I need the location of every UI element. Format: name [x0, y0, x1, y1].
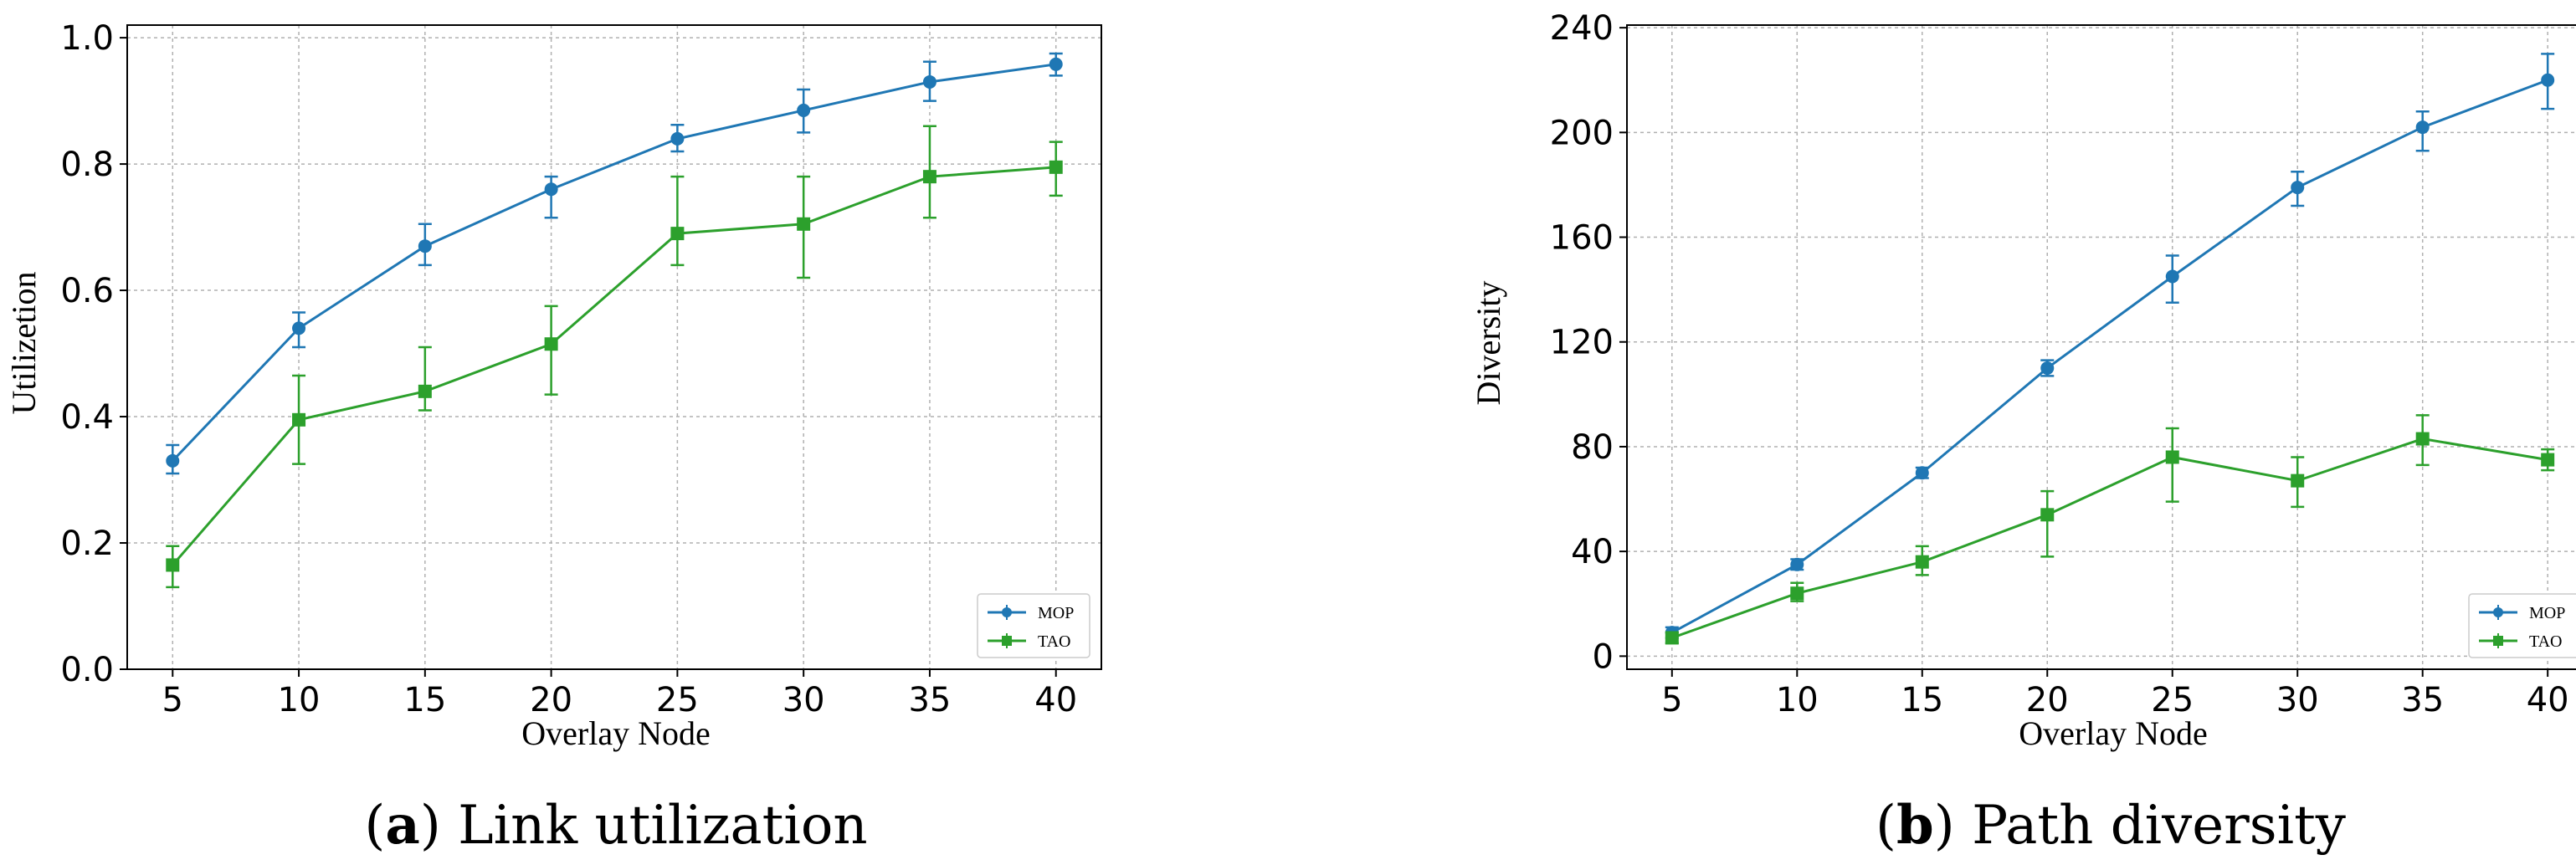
legend-marker [1002, 636, 1012, 646]
x-tick-label: 35 [2401, 681, 2444, 719]
x-tick-label: 10 [1776, 681, 1819, 719]
data-point [797, 103, 811, 117]
y-axis-label: Diversity [1470, 281, 1507, 406]
caption-title: Path diversity [1972, 795, 2346, 857]
legend: MOP TAO [977, 593, 1090, 658]
x-tick-label: 20 [2026, 681, 2069, 719]
x-tick-label: 15 [1901, 681, 1943, 719]
plot-frame [1626, 24, 2576, 670]
plot-area: 5 10 15 20 25 30 35 40 0.0 0.2 0.4 0.6 0.8 1.0 MOP TAO [60, 19, 1102, 719]
y-tick-label: 80 [1571, 428, 1614, 467]
y-tick-label: 0 [1593, 637, 1614, 676]
legend-marker [2493, 607, 2503, 617]
data-point [2291, 473, 2305, 488]
series-mop [166, 52, 1063, 475]
plot-frame [126, 24, 1102, 670]
x-tick-label: 20 [530, 681, 572, 719]
y-tick-label: 40 [1571, 533, 1614, 571]
data-point [922, 74, 936, 89]
series-line [1671, 79, 2548, 634]
y-axis-label: Utilizetion [5, 271, 43, 414]
panel-link-utilization: Overlay Node Utilizetion (a) Link utiliz… [5, 19, 1102, 857]
series-tao [1665, 414, 2555, 645]
x-tick-label: 30 [783, 681, 825, 719]
data-point [544, 182, 558, 197]
data-point [1790, 557, 1804, 571]
data-point [166, 453, 180, 468]
legend-label: MOP [2529, 604, 2565, 622]
panel-path-diversity: Overlay Node Diversity (b) Path diversit… [1470, 9, 2576, 857]
data-point [922, 170, 936, 184]
y-tick-label: 160 [1550, 219, 1614, 258]
x-tick-label: 30 [2276, 681, 2319, 719]
data-point [1915, 466, 1929, 480]
y-tick-label: 0.8 [60, 146, 114, 184]
x-axis-label: Overlay Node [521, 714, 710, 752]
data-point [2165, 269, 2179, 284]
data-point [670, 131, 685, 146]
series-line [172, 166, 1056, 566]
data-point [292, 412, 306, 427]
data-point [418, 239, 432, 253]
x-tick-label: 25 [2151, 681, 2194, 719]
caption-letter: a [385, 794, 419, 857]
data-point [1049, 57, 1063, 71]
legend: MOP TAO [2468, 593, 2576, 658]
y-tick-label: 0.2 [60, 525, 114, 563]
data-point [670, 227, 685, 241]
x-tick-label: 5 [162, 681, 183, 719]
data-point [2415, 432, 2430, 446]
x-tick-label: 40 [2527, 681, 2569, 719]
data-point [2541, 73, 2555, 87]
data-point [2415, 120, 2430, 135]
x-tick-label: 10 [278, 681, 321, 719]
data-point [292, 321, 306, 335]
series-line [1671, 438, 2548, 639]
caption-title: Link utilization [458, 795, 867, 857]
data-point [166, 558, 180, 572]
y-tick-label: 240 [1550, 9, 1614, 48]
data-point [418, 384, 432, 398]
legend-label: TAO [1038, 632, 1071, 651]
x-tick-label: 40 [1034, 681, 1077, 719]
y-tick-label: 0.6 [60, 272, 114, 310]
y-tick-label: 200 [1550, 114, 1614, 152]
legend-label: TAO [2529, 632, 2563, 651]
caption: (b) Path diversity [1876, 794, 2346, 857]
x-tick-label: 25 [656, 681, 699, 719]
data-point [1665, 631, 1679, 645]
x-tick-label: 5 [1661, 681, 1682, 719]
x-axis-label: Overlay Node [2019, 714, 2207, 752]
plot-area: 5 10 15 20 25 30 35 40 0 40 80 120 160 200 240 MOP TAO [1550, 9, 2576, 719]
y-tick-label: 0.0 [60, 651, 114, 689]
data-point [2541, 453, 2555, 467]
data-point [797, 217, 811, 231]
data-point [2040, 508, 2055, 522]
data-point [1049, 160, 1063, 174]
data-point [2040, 361, 2055, 376]
data-point [1915, 555, 1929, 569]
caption-letter: b [1896, 794, 1934, 857]
data-point [544, 337, 558, 351]
series-tao [166, 125, 1063, 589]
data-point [2291, 181, 2305, 195]
legend-label: MOP [1038, 604, 1074, 622]
data-point [1790, 586, 1804, 601]
y-tick-label: 0.4 [60, 398, 114, 437]
legend-marker [2493, 636, 2503, 646]
legend-marker [1002, 607, 1012, 617]
x-tick-label: 35 [908, 681, 951, 719]
series-line [172, 63, 1056, 462]
x-tick-label: 15 [403, 681, 446, 719]
caption: (a) Link utilization [364, 794, 867, 857]
data-point [2165, 450, 2179, 464]
y-tick-label: 120 [1550, 324, 1614, 362]
y-tick-label: 1.0 [60, 19, 114, 58]
plot-background [127, 25, 1101, 669]
